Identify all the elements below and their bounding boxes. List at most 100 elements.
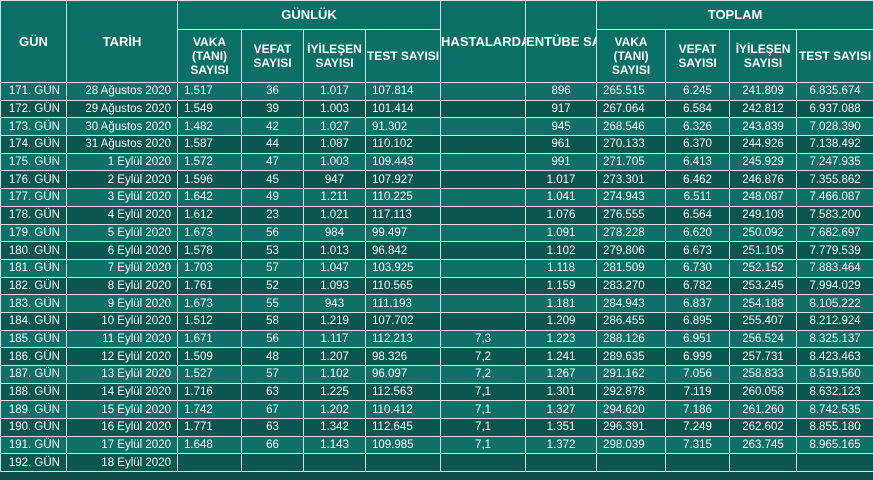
cell-daily-vefat: 49 (241, 188, 304, 207)
cell-daily-vefat (241, 453, 304, 473)
cell-zaturre (440, 223, 527, 243)
cell-daily-iyilesen: 1.143 (303, 435, 366, 455)
table-row: 179. GÜN 5 Eylül 2020 1.673 56 984 99.497 1.09… (0, 223, 873, 243)
header-sub-row: VAKA (TANI) SAYISI VEFAT SAYISI İYİLEŞEN… (1, 29, 873, 83)
cell-daily-test: 107.814 (364, 82, 442, 101)
cell-total-test (796, 453, 873, 473)
cell-total-test: 7.682.697 (796, 223, 873, 243)
cell-daily-vefat: 56 (241, 223, 304, 243)
cell-total-vefat: 6.370 (665, 135, 731, 154)
cell-daily-vaka: 1.572 (177, 152, 242, 172)
cell-gun: 183. GÜN (0, 294, 67, 313)
cell-daily-vefat: 53 (241, 241, 304, 260)
cell-gun: 175. GÜN (0, 152, 67, 172)
cell-daily-vefat: 55 (241, 294, 304, 313)
header-total-vefat: VEFAT SAYISI (665, 29, 731, 83)
cell-total-vefat: 6.413 (665, 152, 731, 172)
cell-total-vefat: 6.620 (665, 223, 731, 243)
cell-gun: 185. GÜN (0, 329, 67, 349)
table-row: 171. GÜN 28 Ağustos 2020 1.517 36 1.017 107.8… (0, 82, 873, 101)
cell-daily-test: 117.113 (364, 205, 442, 225)
cell-daily-vefat: 57 (241, 258, 304, 278)
cell-tarih: 17 Eylül 2020 (66, 435, 178, 455)
cell-daily-vaka: 1.673 (177, 223, 242, 243)
cell-daily-test: 110.412 (364, 400, 442, 420)
cell-tarih: 3 Eylül 2020 (66, 188, 178, 207)
cell-daily-iyilesen: 1.211 (303, 188, 366, 207)
header-entube: ENTÜBE SAYISI (525, 0, 598, 83)
cell-daily-iyilesen: 1.047 (303, 258, 366, 278)
cell-entube: 991 (525, 152, 598, 172)
cell-daily-vaka: 1.527 (177, 365, 242, 384)
cell-total-test: 8.423.463 (796, 347, 873, 366)
cell-daily-vaka: 1.512 (177, 311, 242, 331)
cell-total-iyilesen (729, 453, 798, 473)
cell-zaturre (440, 294, 527, 313)
cell-daily-test: 99.497 (364, 223, 442, 243)
cell-total-iyilesen: 258.833 (729, 365, 798, 384)
cell-daily-test: 112.645 (364, 418, 442, 437)
table-row: 180. GÜN 6 Eylül 2020 1.578 53 1.013 96.842 1.… (0, 241, 873, 260)
cell-total-vefat: 7.056 (665, 365, 731, 384)
table-row: 188. GÜN 14 Eylül 2020 1.716 63 1.225 112.563… (0, 382, 873, 402)
cell-daily-iyilesen: 1.102 (303, 365, 366, 384)
cell-entube: 1.159 (525, 276, 598, 296)
cell-entube: 917 (525, 99, 598, 119)
cell-daily-vefat: 47 (241, 152, 304, 172)
header-daily-vefat: VEFAT SAYISI (241, 29, 304, 83)
cell-tarih: 15 Eylül 2020 (66, 400, 178, 420)
cell-total-iyilesen: 262.602 (729, 418, 798, 437)
cell-total-vaka: 288.126 (596, 329, 667, 349)
cell-daily-vaka: 1.716 (177, 382, 242, 402)
cell-tarih: 30 Ağustos 2020 (66, 117, 178, 137)
cell-entube: 1.301 (525, 382, 598, 402)
cell-total-iyilesen: 246.876 (729, 170, 798, 190)
table-row: 190. GÜN 16 Eylül 2020 1.771 63 1.342 112.645… (0, 418, 873, 437)
table-row: 174. GÜN 31 Ağustos 2020 1.587 44 1.087 110.1… (0, 135, 873, 154)
cell-total-vaka: 274.943 (596, 188, 667, 207)
cell-daily-vaka: 1.648 (177, 435, 242, 455)
cell-entube: 1.372 (525, 435, 598, 455)
cell-daily-vaka: 1.587 (177, 135, 242, 154)
cell-daily-vaka: 1.517 (177, 82, 242, 101)
cell-entube: 1.076 (525, 205, 598, 225)
cell-daily-test: 109.443 (364, 152, 442, 172)
cell-tarih: 11 Eylül 2020 (66, 329, 178, 349)
cell-total-test: 8.325.137 (796, 329, 873, 349)
cell-total-vefat: 7.315 (665, 435, 731, 455)
cell-total-test: 7.583.200 (796, 205, 873, 225)
cell-daily-iyilesen: 1.017 (303, 82, 366, 101)
cell-total-iyilesen: 251.105 (729, 241, 798, 260)
table-body: 171. GÜN 28 Ağustos 2020 1.517 36 1.017 107.8… (0, 82, 873, 473)
cell-total-test: 8.105.222 (796, 294, 873, 313)
cell-daily-vefat: 52 (241, 276, 304, 296)
cell-gun: 179. GÜN (0, 223, 67, 243)
cell-gun: 180. GÜN (0, 241, 67, 260)
cell-total-iyilesen: 243.839 (729, 117, 798, 137)
cell-total-vaka: 271.705 (596, 152, 667, 172)
cell-total-iyilesen: 252.152 (729, 258, 798, 278)
header-total-iyilesen: İYİLEŞEN SAYISI (729, 29, 798, 83)
cell-zaturre (440, 188, 527, 207)
cell-daily-iyilesen: 1.207 (303, 347, 366, 366)
table-row: 184. GÜN 10 Eylül 2020 1.512 58 1.219 107.702… (0, 311, 873, 331)
cell-daily-iyilesen: 1.117 (303, 329, 366, 349)
cell-total-iyilesen: 254.188 (729, 294, 798, 313)
table-row: 175. GÜN 1 Eylül 2020 1.572 47 1.003 109.443 9… (0, 152, 873, 172)
header-group-row: GÜN TARİH GÜNLÜK HASTALARDA ZATÜRRE ORAN… (0, 0, 873, 83)
cell-gun: 186. GÜN (0, 347, 67, 366)
cell-zaturre (440, 311, 527, 331)
cell-daily-test: 109.985 (364, 435, 442, 455)
cell-total-vaka: 291.162 (596, 365, 667, 384)
table-row: 192. GÜN 18 Eylül 2020 (0, 453, 873, 473)
cell-total-iyilesen: 257.731 (729, 347, 798, 366)
table-row: 185. GÜN 11 Eylül 2020 1.671 56 1.117 112.213… (0, 329, 873, 349)
cell-gun: 190. GÜN (0, 418, 67, 437)
cell-zaturre: 7,1 (440, 418, 527, 437)
cell-daily-vaka: 1.742 (177, 400, 242, 420)
cell-entube: 1.091 (525, 223, 598, 243)
cell-total-test: 6.835.674 (796, 82, 873, 101)
cell-total-vefat: 6.245 (665, 82, 731, 101)
cell-tarih: 31 Ağustos 2020 (66, 135, 178, 154)
